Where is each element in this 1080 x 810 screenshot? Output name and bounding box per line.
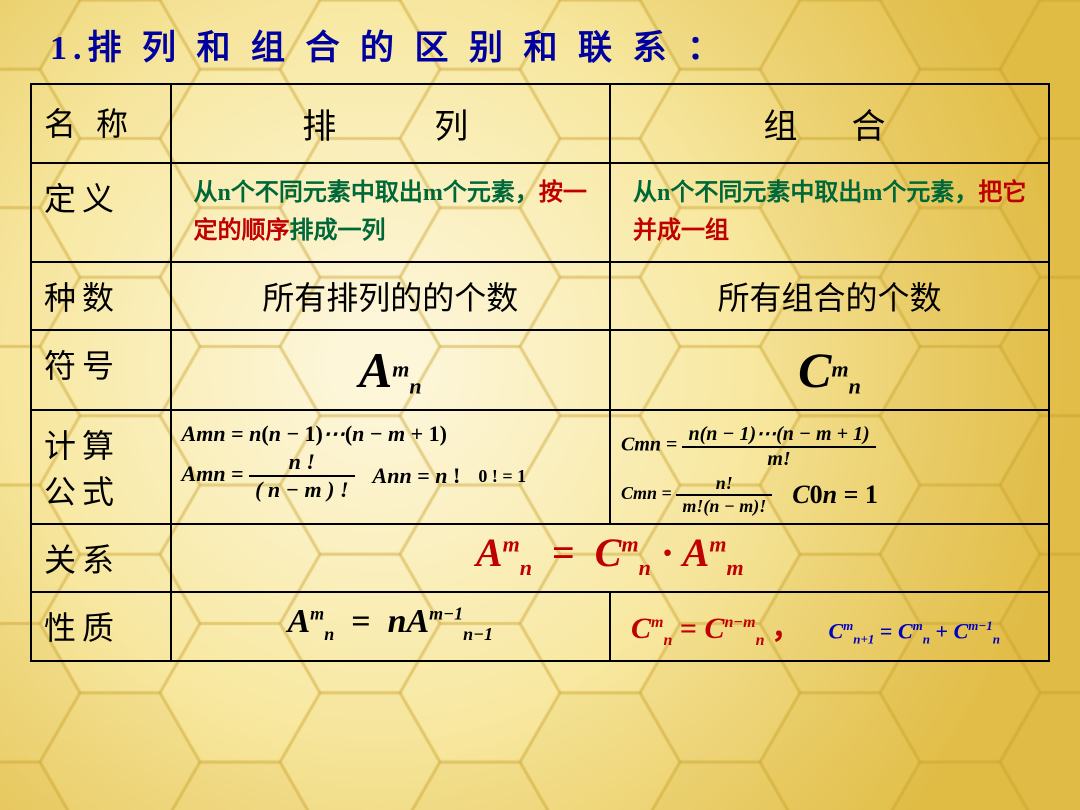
sym-A: A <box>359 342 392 398</box>
perm-formula-2: Amn = n !( n − m ) ! <box>182 449 355 503</box>
row-symbol-label: 符号 <box>31 330 171 411</box>
count-comb: 所有组合的个数 <box>610 262 1049 330</box>
property-comb: Cmn = Cn−mn ， Cmn+1 = Cmn + Cm−1n <box>610 592 1049 661</box>
def-perm-post: 排成一列 <box>290 218 386 244</box>
row-formula-label: 计算公式 <box>31 410 171 524</box>
perm-frac-den: ( n − m ) ! <box>249 477 354 503</box>
sym-A-sub: n <box>409 373 421 398</box>
comb-frac2-num: n! <box>676 473 772 496</box>
perm-frac-num: n ! <box>249 449 354 477</box>
relation-formula: Amn = Cmn · Amm <box>171 524 1050 592</box>
formula-perm: Amn = n(n − 1)⋯(n − m + 1) Amn = n !( n … <box>171 410 611 524</box>
sym-C: C <box>798 342 831 398</box>
symbol-perm: Amn <box>171 330 611 411</box>
comparison-table: 名 称 排 列 组 合 定义 从n个不同元素中取出m个元素，按一定的顺序排成一列… <box>30 83 1050 662</box>
sym-C-sub: n <box>849 373 861 398</box>
perm-formula-4: 0 ! = 1 <box>478 466 526 487</box>
def-comb-pre: 从n个不同元素中取出m个元素， <box>633 180 978 206</box>
count-perm: 所有排列的的个数 <box>171 262 611 330</box>
slide-title: 1.排 列 和 组 合 的 区 别 和 联 系 ： <box>30 20 1050 69</box>
slide-content: 1.排 列 和 组 合 的 区 别 和 联 系 ： 名 称 排 列 组 合 定义… <box>0 0 1080 682</box>
def-perm-pre: 从n个不同元素中取出m个元素， <box>194 180 539 206</box>
perm-formula-1: Amn = n(n − 1)⋯(n − m + 1) <box>182 421 600 447</box>
comb-frac1-num: n(n − 1)⋯(n − m + 1) <box>682 421 875 448</box>
header-comb: 组 合 <box>610 84 1049 163</box>
perm-formula-3: Ann = n ! <box>373 463 461 489</box>
row-property-label: 性质 <box>31 592 171 661</box>
header-name: 名 称 <box>31 84 171 163</box>
symbol-comb: Cmn <box>610 330 1049 411</box>
comb-formula-3: C0n = 1 <box>792 480 878 510</box>
definition-perm: 从n个不同元素中取出m个元素，按一定的顺序排成一列 <box>171 163 611 262</box>
definition-comb: 从n个不同元素中取出m个元素，把它并成一组 <box>610 163 1049 262</box>
sym-C-sup: m <box>832 356 849 381</box>
comb-frac2-den: m!(n − m)! <box>676 496 772 517</box>
formula-comb: Cmn = n(n − 1)⋯(n − m + 1)m! Cmn = n!m!(… <box>610 410 1049 524</box>
row-relation-label: 关系 <box>31 524 171 592</box>
header-perm: 排 列 <box>171 84 611 163</box>
row-definition-label: 定义 <box>31 163 171 262</box>
comb-formula-2: Cmn = n!m!(n − m)! <box>621 473 772 517</box>
row-count-label: 种数 <box>31 262 171 330</box>
comb-formula-1: Cmn = n(n − 1)⋯(n − m + 1)m! <box>621 421 1038 471</box>
property-perm: Amn = nAm−1n−1 <box>171 592 611 661</box>
sym-A-sup: m <box>392 356 409 381</box>
comb-frac1-den: m! <box>682 448 875 471</box>
